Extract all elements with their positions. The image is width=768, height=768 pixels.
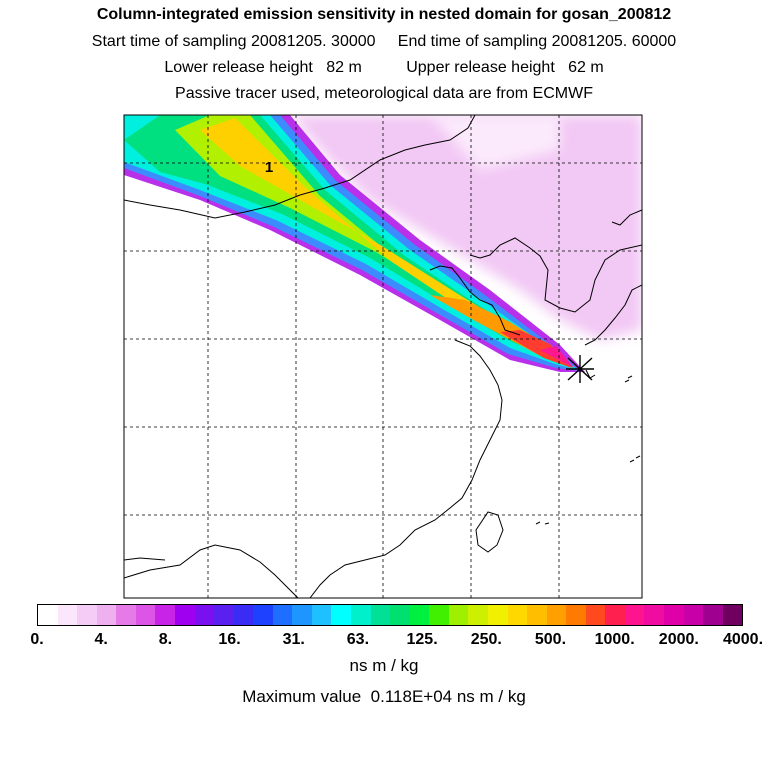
release-site-asterisk [566, 355, 594, 383]
colorbar-cell [214, 605, 234, 625]
tracer-info-line: Passive tracer used, meteorological data… [175, 85, 593, 102]
colorbar-cell [331, 605, 351, 625]
colorbar-cell [624, 605, 645, 625]
colorbar-cell [351, 605, 371, 625]
colorbar-tick-label: 2000. [658, 631, 699, 648]
colorbar-cell [409, 605, 430, 625]
colorbar-tick-label: 0. [30, 631, 44, 648]
colorbar-tick-label: 4000. [722, 631, 764, 648]
colorbar-cell [390, 605, 410, 625]
plume-magenta [540, 346, 574, 368]
colorbar-cell [135, 605, 156, 625]
colorbar-tick-label: 63. [346, 631, 370, 648]
colorbar-cell [468, 605, 488, 625]
colorbar-tick-label: 500. [534, 631, 567, 648]
colorbar-units: ns m / kg [349, 656, 419, 675]
low-sensitivity-region [290, 115, 642, 340]
colorbar-cell [448, 605, 469, 625]
colorbar-cell [292, 605, 312, 625]
colorbar-cell [57, 605, 78, 625]
colorbar-tick-label: 31. [282, 631, 305, 648]
sampling-time-line: Start time of sampling 20081205. 30000 E… [91, 33, 677, 50]
plume-red [500, 330, 572, 368]
colorbar-tick-label: 8. [158, 631, 173, 648]
trajectory-marker-label: 1 [265, 159, 273, 176]
colorbar-tick-label: 125. [406, 631, 438, 648]
release-height-line: Lower release height 82 m Upper release … [164, 59, 604, 76]
coastlines [124, 115, 642, 598]
colorbar-cell [644, 605, 664, 625]
colorbar-cell [233, 605, 254, 625]
colorbar-cell [507, 605, 528, 625]
colorbar-cell [370, 605, 391, 625]
colorbar-tick-label: 250. [470, 631, 502, 648]
colorbar-cell [683, 605, 704, 625]
colorbar-cell [605, 605, 625, 625]
colorbar-cell [703, 605, 723, 625]
colorbar-cell [194, 605, 215, 625]
colorbar-tick-label: 16. [218, 631, 241, 648]
colorbar-tick-label: 1000. [594, 631, 635, 648]
colorbar-cell [174, 605, 195, 625]
colorbar-cell [722, 605, 743, 625]
map-frame [123, 114, 643, 599]
colorbar-cell [38, 605, 58, 625]
colorbar-cell [487, 605, 508, 625]
colorbar-cell [96, 605, 117, 625]
colorbar-cell [664, 605, 684, 625]
colorbar-tick-label: 4. [94, 631, 108, 648]
sensitivity-field [124, 115, 642, 372]
graticule [124, 115, 642, 598]
colorbar-cell [116, 605, 136, 625]
colorbar-cell [155, 605, 175, 625]
colorbar-cell [77, 605, 97, 625]
colorbar [37, 604, 743, 626]
colorbar-cell [527, 605, 547, 625]
colorbar-cell [253, 605, 273, 625]
colorbar-cell [272, 605, 293, 625]
colorbar-cell [429, 605, 449, 625]
colorbar-cell [311, 605, 332, 625]
maximum-value-text: Maximum value 0.118E+04 ns m / kg [242, 687, 526, 706]
colorbar-cell [585, 605, 606, 625]
main-title: Column-integrated emission sensitivity i… [96, 6, 672, 23]
plume-yellow [200, 118, 572, 368]
very-low-sensitivity-patch [430, 115, 560, 170]
colorbar-cell [546, 605, 567, 625]
colorbar-cell [566, 605, 586, 625]
